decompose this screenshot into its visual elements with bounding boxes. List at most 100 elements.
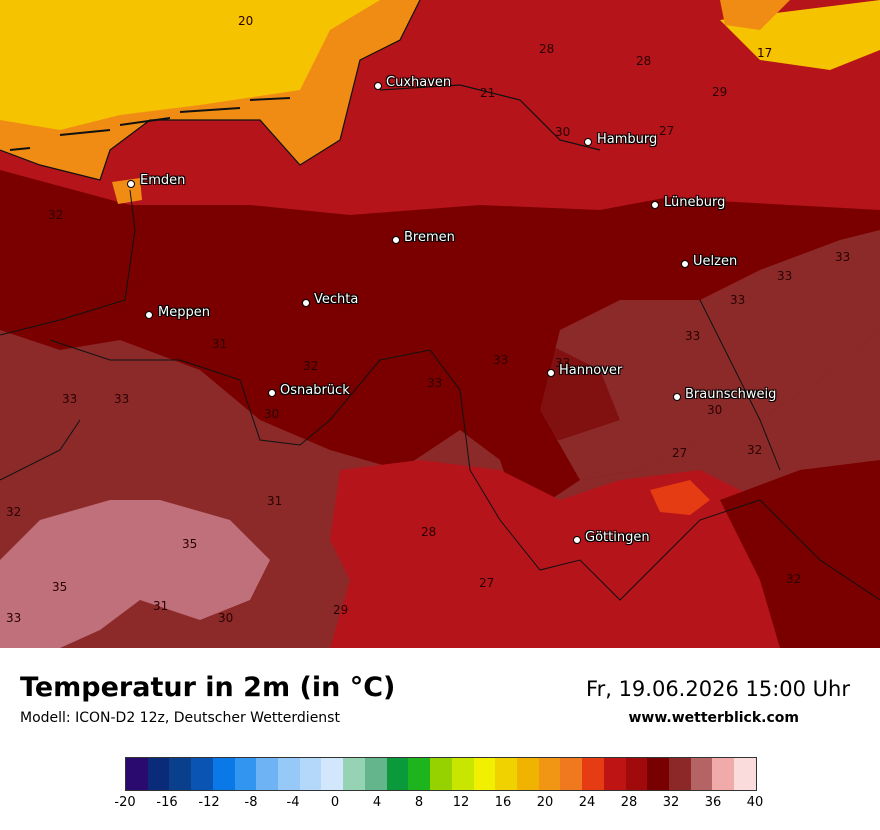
border-nrw bbox=[49, 339, 501, 521]
field-33-east bbox=[540, 230, 880, 480]
legend-tick-label: 32 bbox=[662, 795, 680, 810]
city-label-uelzen: Uelzen bbox=[693, 254, 738, 269]
legend-swatch bbox=[191, 758, 213, 790]
legend-swatch bbox=[386, 758, 409, 790]
isotherm-label: 33 bbox=[685, 329, 701, 343]
isotherm-label: 21 bbox=[480, 86, 496, 100]
city-marker-bremen bbox=[392, 236, 400, 244]
legend-swatch bbox=[343, 758, 365, 790]
temperature-map: 20 17 28 28 21 29 30 27 32 33 33 31 33 3… bbox=[0, 0, 880, 648]
legend-tick-label: 40 bbox=[746, 795, 764, 810]
isotherm-label: 31 bbox=[267, 494, 283, 508]
city-marker-hamburg bbox=[584, 138, 592, 146]
isotherm-label: 29 bbox=[333, 603, 349, 617]
legend-swatch bbox=[299, 758, 322, 790]
city-marker-hannover bbox=[547, 369, 555, 377]
isotherm-label: 32 bbox=[303, 359, 319, 373]
map-fields bbox=[0, 0, 880, 648]
legend-tick-label: 4 bbox=[372, 795, 382, 810]
legend-swatch bbox=[451, 758, 474, 790]
city-label-bremen: Bremen bbox=[404, 230, 455, 245]
isotherm-label: 32 bbox=[48, 208, 64, 222]
border-east bbox=[699, 299, 781, 471]
isotherm-label: 33 bbox=[730, 293, 746, 307]
legend-swatch bbox=[321, 758, 344, 790]
city-label-hamburg: Hamburg bbox=[597, 132, 658, 147]
legend-swatch bbox=[625, 758, 648, 790]
legend-swatch bbox=[647, 758, 669, 790]
isotherm-label: 33 bbox=[6, 611, 22, 625]
city-marker-lueneburg bbox=[651, 201, 659, 209]
border-south bbox=[499, 499, 880, 601]
city-label-lueneburg: Lüneburg bbox=[664, 195, 726, 210]
forecast-datetime: Fr, 19.06.2026 15:00 Uhr bbox=[586, 677, 850, 701]
field-35-plus-sw bbox=[0, 500, 270, 648]
isotherm-label: 33 bbox=[62, 392, 78, 406]
isotherm-label: 33 bbox=[777, 269, 793, 283]
legend-swatch bbox=[364, 758, 387, 790]
coastline-west bbox=[0, 0, 421, 181]
isotherm-label: 33 bbox=[555, 356, 571, 370]
isotherm-label: 30 bbox=[264, 407, 280, 421]
field-elbe bbox=[380, 90, 880, 210]
city-marker-osnabrueck bbox=[268, 389, 276, 397]
field-21-24-east bbox=[720, 0, 790, 30]
legend-tick-label: 20 bbox=[536, 795, 554, 810]
legend-swatch bbox=[516, 758, 539, 790]
isotherm-label: 20 bbox=[238, 14, 254, 28]
city-label-goettingen: Göttingen bbox=[585, 530, 650, 545]
city-label-vechta: Vechta bbox=[314, 292, 359, 307]
isotherm-label: 17 bbox=[757, 46, 773, 60]
isotherm-label: 31 bbox=[212, 337, 228, 351]
legend-swatch bbox=[234, 758, 257, 790]
legend-swatch bbox=[278, 758, 300, 790]
frisian-islands bbox=[9, 97, 291, 151]
legend-swatch bbox=[126, 758, 148, 790]
border-nl bbox=[0, 189, 136, 336]
isotherm-label: 28 bbox=[539, 42, 555, 56]
city-marker-vechta bbox=[302, 299, 310, 307]
legend-swatch bbox=[712, 758, 735, 790]
legend-swatch bbox=[147, 758, 170, 790]
isotherm-label: 30 bbox=[218, 611, 234, 625]
city-marker-uelzen bbox=[681, 260, 689, 268]
legend-tick-label: -16 bbox=[156, 795, 178, 810]
city-marker-meppen bbox=[145, 311, 153, 319]
legend-swatch bbox=[538, 758, 561, 790]
map-title: Temperatur in 2m (in °C) bbox=[20, 672, 396, 703]
city-label-emden: Emden bbox=[140, 173, 186, 188]
city-label-braunschweig: Braunschweig bbox=[685, 387, 777, 402]
city-marker-cuxhaven bbox=[374, 82, 382, 90]
legend-tick-label: 12 bbox=[452, 795, 470, 810]
legend-swatch bbox=[690, 758, 713, 790]
city-marker-emden bbox=[127, 180, 135, 188]
isotherm-label: 33 bbox=[493, 353, 509, 367]
city-label-osnabrueck: Osnabrück bbox=[280, 383, 350, 398]
legend-swatch bbox=[560, 758, 583, 790]
city-marker-goettingen bbox=[573, 536, 581, 544]
isotherm-label: 27 bbox=[672, 446, 688, 460]
city-label-meppen: Meppen bbox=[158, 305, 210, 320]
legend-swatch bbox=[582, 758, 604, 790]
field-17-20-sea-west bbox=[0, 0, 380, 130]
legend-swatch bbox=[495, 758, 517, 790]
legend-swatch bbox=[603, 758, 626, 790]
field-hotspot bbox=[650, 480, 710, 515]
isotherm-label: 28 bbox=[421, 525, 437, 539]
legend-swatch bbox=[169, 758, 192, 790]
isotherm-label: 33 bbox=[835, 250, 851, 264]
website-link[interactable]: www.wetterblick.com bbox=[628, 710, 800, 726]
city-label-cuxhaven: Cuxhaven bbox=[386, 75, 452, 90]
legend-tick-label: -12 bbox=[198, 795, 220, 810]
legend-swatch bbox=[408, 758, 431, 790]
city-label-hannover: Hannover bbox=[559, 363, 623, 378]
legend-tick-label: 36 bbox=[704, 795, 722, 810]
legend-swatch bbox=[430, 758, 452, 790]
isotherm-label: 29 bbox=[712, 85, 728, 99]
legend-tick-label: 16 bbox=[494, 795, 512, 810]
legend-tick-label: -4 bbox=[286, 795, 300, 810]
legend-tick-label: 28 bbox=[620, 795, 638, 810]
legend-swatch bbox=[473, 758, 496, 790]
isotherm-label: 33 bbox=[114, 392, 130, 406]
legend-swatch bbox=[734, 758, 756, 790]
